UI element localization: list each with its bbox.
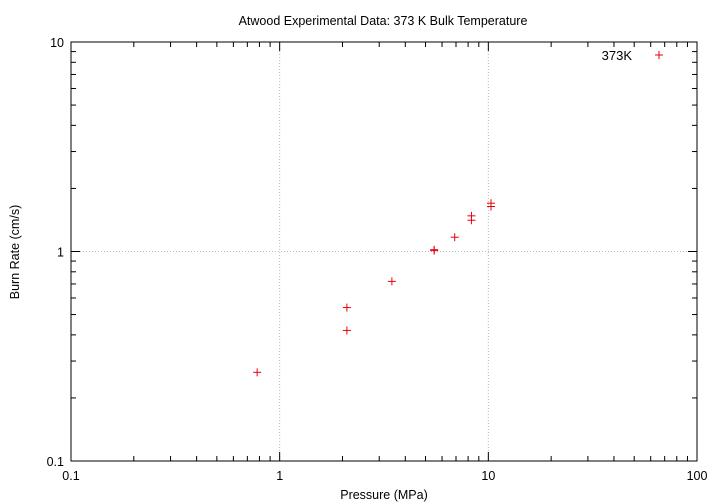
grid [71,42,697,461]
data-point [450,233,459,242]
data-points [253,199,496,377]
data-point [387,277,396,286]
chart-title: Atwood Experimental Data: 373 K Bulk Tem… [239,14,528,28]
y-tick-label: 0.1 [47,455,64,469]
x-tick-label: 1 [276,469,283,483]
x-tick-label: 0.1 [62,469,79,483]
y-axis-label: Burn Rate (cm/s) [8,205,22,299]
x-tick-label: 10 [481,469,495,483]
y-tick-label: 1 [57,246,64,260]
ticks [70,41,698,462]
legend-marker-plus [655,51,663,59]
legend-marker [655,51,663,59]
y-tick-labels: 0.1 1 10 [47,36,64,469]
x-tick-label: 100 [687,469,708,483]
x-tick-labels: 0.1 1 10 100 [62,469,707,483]
data-point [487,199,496,208]
y-tick-label: 10 [50,36,64,50]
data-point [253,368,262,377]
data-point [342,303,351,312]
data-point [467,211,476,220]
data-point [430,245,439,254]
legend-label: 373K [602,48,633,63]
x-axis-label: Pressure (MPa) [340,488,428,502]
data-point [342,326,351,335]
legend: 373K [602,48,663,63]
